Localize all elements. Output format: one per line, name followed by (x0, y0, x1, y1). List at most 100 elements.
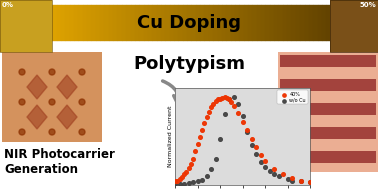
Polygon shape (209, 5, 213, 40)
Polygon shape (348, 1, 378, 44)
FancyBboxPatch shape (330, 0, 378, 52)
Y-axis label: Normalized Current: Normalized Current (168, 106, 173, 167)
Polygon shape (305, 5, 309, 40)
Polygon shape (78, 5, 83, 40)
Polygon shape (265, 5, 270, 40)
FancyBboxPatch shape (0, 0, 52, 52)
w/o Cu (248, 144, 254, 147)
FancyBboxPatch shape (2, 52, 102, 142)
40% (210, 102, 216, 105)
Polygon shape (191, 5, 196, 40)
Polygon shape (48, 5, 52, 40)
Polygon shape (61, 5, 65, 40)
w/o Cu (298, 180, 304, 183)
Polygon shape (339, 5, 344, 40)
Polygon shape (274, 5, 279, 40)
40% (201, 122, 207, 125)
w/o Cu (235, 102, 241, 105)
Polygon shape (235, 5, 239, 40)
Polygon shape (291, 5, 296, 40)
Circle shape (79, 129, 85, 135)
40% (307, 181, 313, 184)
40% (222, 95, 228, 98)
40% (206, 110, 212, 113)
w/o Cu (177, 183, 183, 186)
Polygon shape (0, 5, 5, 40)
Polygon shape (313, 5, 318, 40)
Polygon shape (65, 5, 70, 40)
Polygon shape (174, 5, 178, 40)
40% (224, 96, 230, 99)
w/o Cu (203, 175, 209, 178)
Polygon shape (74, 5, 78, 40)
Polygon shape (87, 5, 91, 40)
Polygon shape (165, 5, 170, 40)
Polygon shape (104, 5, 109, 40)
Polygon shape (318, 5, 322, 40)
Polygon shape (322, 5, 326, 40)
Polygon shape (231, 5, 235, 40)
Polygon shape (43, 5, 48, 40)
Polygon shape (213, 5, 217, 40)
Polygon shape (161, 5, 165, 40)
Polygon shape (252, 5, 257, 40)
Polygon shape (300, 5, 305, 40)
w/o Cu (212, 157, 218, 160)
Polygon shape (96, 5, 100, 40)
Text: 0%: 0% (2, 2, 14, 8)
Polygon shape (91, 5, 96, 40)
w/o Cu (190, 181, 196, 184)
Polygon shape (109, 5, 113, 40)
Polygon shape (183, 5, 187, 40)
Polygon shape (130, 5, 135, 40)
Polygon shape (100, 5, 104, 40)
w/o Cu (186, 182, 192, 185)
Polygon shape (257, 5, 261, 40)
Polygon shape (196, 5, 200, 40)
w/o Cu (172, 183, 178, 186)
Polygon shape (156, 5, 161, 40)
40% (203, 116, 209, 119)
40% (181, 173, 187, 176)
Legend: 40%, w/o Cu: 40%, w/o Cu (277, 90, 308, 104)
Polygon shape (222, 5, 226, 40)
40% (188, 162, 194, 165)
Text: Polytypism: Polytypism (133, 55, 245, 73)
Polygon shape (335, 5, 339, 40)
40% (212, 100, 218, 103)
w/o Cu (266, 169, 273, 172)
Polygon shape (178, 5, 183, 40)
Polygon shape (187, 5, 191, 40)
40% (172, 180, 178, 183)
Polygon shape (344, 5, 348, 40)
Polygon shape (113, 5, 118, 40)
Polygon shape (22, 5, 26, 40)
40% (226, 98, 232, 101)
40% (177, 177, 183, 180)
Polygon shape (27, 105, 47, 129)
w/o Cu (244, 131, 250, 134)
w/o Cu (307, 181, 313, 184)
Text: Cu Doping: Cu Doping (137, 13, 241, 32)
Polygon shape (31, 5, 35, 40)
Circle shape (19, 129, 25, 135)
40% (298, 179, 304, 182)
Polygon shape (243, 5, 248, 40)
Polygon shape (270, 5, 274, 40)
40% (240, 120, 246, 123)
Polygon shape (287, 5, 291, 40)
Polygon shape (261, 5, 265, 40)
40% (179, 176, 185, 179)
FancyBboxPatch shape (280, 103, 376, 115)
w/o Cu (262, 166, 268, 169)
Polygon shape (283, 5, 287, 40)
w/o Cu (285, 177, 291, 180)
w/o Cu (257, 161, 263, 164)
Polygon shape (309, 5, 313, 40)
Polygon shape (170, 5, 174, 40)
w/o Cu (217, 138, 223, 141)
40% (280, 173, 286, 176)
Polygon shape (296, 5, 300, 40)
40% (231, 104, 237, 107)
w/o Cu (222, 113, 228, 116)
